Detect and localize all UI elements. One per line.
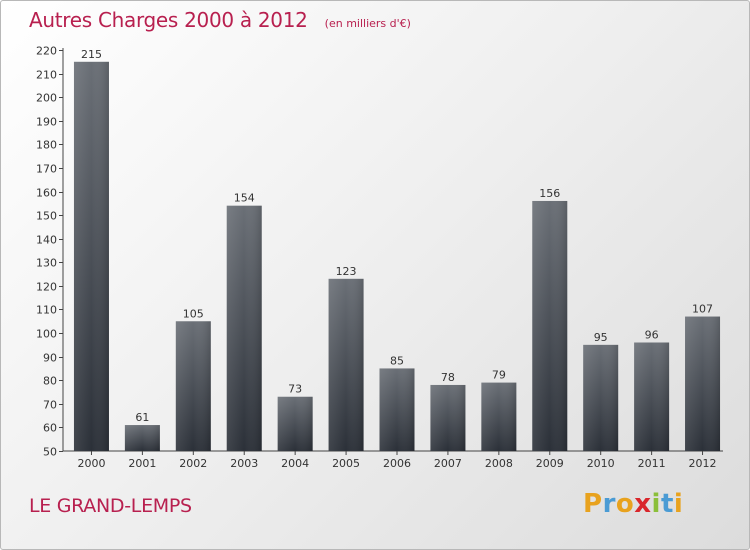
data-label: 85 <box>390 354 404 367</box>
y-tick-label: 140 <box>36 234 57 247</box>
x-tick-label: 2005 <box>332 457 360 470</box>
y-tick-label: 170 <box>36 163 57 176</box>
y-tick-label: 210 <box>36 69 57 82</box>
x-tick-label: 2003 <box>230 457 258 470</box>
y-tick-label: 120 <box>36 281 57 294</box>
x-tick-label: 2001 <box>128 457 156 470</box>
y-tick-label: 80 <box>43 375 57 388</box>
x-tick-label: 2007 <box>434 457 462 470</box>
x-tick-label: 2011 <box>638 457 666 470</box>
y-tick-label: 130 <box>36 257 57 270</box>
bar-shading <box>328 278 364 451</box>
chart-unit-label: (en milliers d'€) <box>324 17 411 30</box>
bar-shading <box>379 368 415 451</box>
bar-shading <box>634 342 670 451</box>
bar-shading <box>124 425 160 451</box>
x-tick-label: 2002 <box>179 457 207 470</box>
data-label: 107 <box>692 303 713 316</box>
data-label: 215 <box>81 48 102 61</box>
data-labels: 215 61 105 154 73 123 85 78 79 156 95 96 107 <box>81 48 713 424</box>
bar-shading <box>430 384 466 451</box>
y-tick-label: 150 <box>36 210 57 223</box>
y-tick-label: 100 <box>36 328 57 341</box>
logo-letter: r <box>602 489 616 519</box>
x-tick-label: 2009 <box>536 457 564 470</box>
data-label: 78 <box>441 371 455 384</box>
bar-shading <box>277 396 313 451</box>
data-label: 73 <box>288 383 302 396</box>
logo-letter: i <box>673 489 684 519</box>
x-tick-label: 2008 <box>485 457 513 470</box>
data-label: 61 <box>135 411 149 424</box>
y-tick-label: 190 <box>36 116 57 129</box>
data-label: 95 <box>594 331 608 344</box>
logo-letter: i <box>651 489 661 519</box>
data-label: 123 <box>336 265 357 278</box>
proxiti-logo[interactable]: Proxiti <box>583 489 683 519</box>
bars <box>73 61 721 451</box>
bar-shading <box>481 382 517 451</box>
x-tick-label: 2004 <box>281 457 309 470</box>
logo-letter: o <box>615 489 635 519</box>
x-tick-label: 2012 <box>689 457 717 470</box>
data-label: 79 <box>492 369 506 382</box>
x-tick-label: 2010 <box>587 457 615 470</box>
y-tick-label: 50 <box>43 446 57 459</box>
chart-title: Autres Charges 2000 à 2012 <box>29 8 308 32</box>
bar-shading <box>73 61 109 451</box>
y-tick-label: 110 <box>36 304 57 317</box>
axes: 50 60 70 80 90 100 110 120 130 140 150 160 170 180 190… <box>36 45 723 470</box>
bar-shading <box>583 344 619 451</box>
bar-shading <box>532 200 568 451</box>
x-tick-label: 2000 <box>77 457 105 470</box>
logo-letter: P <box>583 489 603 519</box>
commune-name: LE GRAND-LEMPS <box>29 495 192 517</box>
logo-letter: x <box>634 489 652 519</box>
data-label: 105 <box>183 307 204 320</box>
data-label: 156 <box>539 187 560 200</box>
data-label: 154 <box>234 192 255 205</box>
y-tick-label: 220 <box>36 45 57 58</box>
y-tick-label: 160 <box>36 187 57 200</box>
y-tick-label: 90 <box>43 352 57 365</box>
y-tick-label: 70 <box>43 399 57 412</box>
x-tick-label: 2006 <box>383 457 411 470</box>
y-tick-label: 180 <box>36 139 57 152</box>
y-tick-label: 60 <box>43 422 57 435</box>
data-label: 96 <box>645 328 659 341</box>
bar-shading <box>685 316 721 451</box>
chart-header: Autres Charges 2000 à 2012 (en milliers … <box>29 8 411 32</box>
bar-shading <box>175 321 211 451</box>
bar-shading <box>226 205 262 451</box>
y-tick-label: 200 <box>36 92 57 105</box>
logo-letter: t <box>660 489 674 519</box>
